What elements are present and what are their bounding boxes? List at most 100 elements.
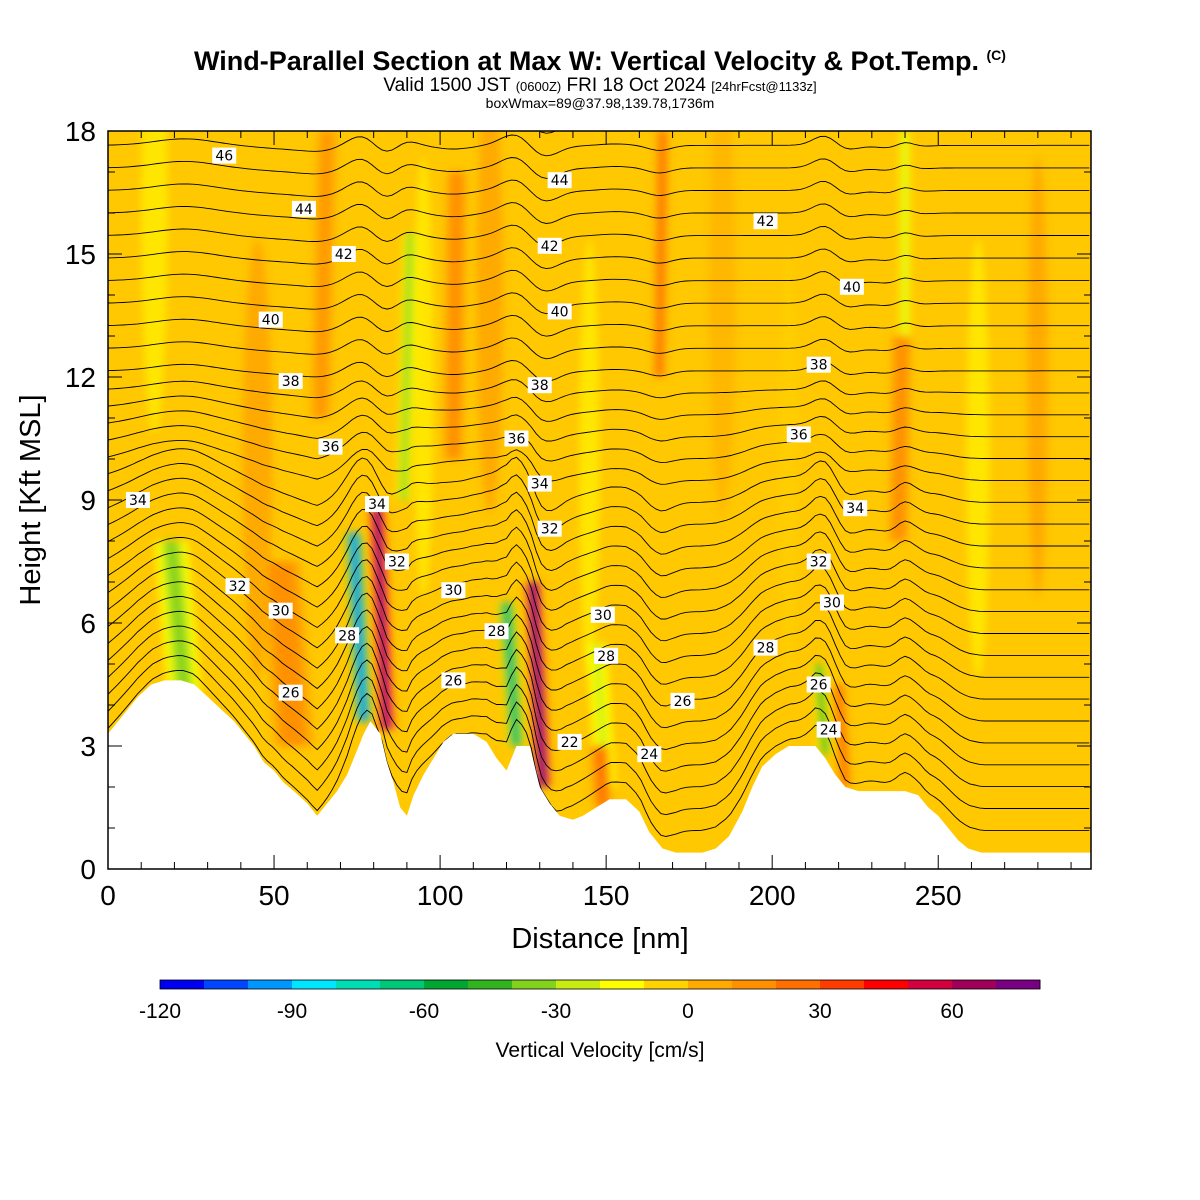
colorbar-swatch [160, 980, 205, 989]
contour-label: 26 [441, 672, 466, 689]
chart-title-text: Wind-Parallel Section at Max W: Vertical… [194, 46, 979, 76]
contour-label: 34 [527, 475, 552, 493]
valid-utc: (0600Z) [515, 79, 562, 94]
velocity-streak [894, 336, 906, 541]
contour-label: 28 [594, 647, 619, 665]
svg-text:30: 30 [594, 608, 612, 624]
contour-label: 28 [484, 623, 509, 640]
contour-label: 36 [786, 426, 811, 443]
svg-text:26: 26 [674, 694, 692, 710]
theta-contour-line [108, 360, 1090, 382]
y-axis-title: Height [Kft MSL] [15, 394, 47, 605]
contour-label: 26 [670, 692, 695, 710]
svg-text:28: 28 [597, 649, 615, 665]
x-tick-label: 100 [417, 880, 464, 911]
terrain-mask [108, 680, 1091, 869]
velocity-band [966, 239, 990, 679]
contour-label: 42 [753, 213, 778, 230]
theta-contour-line [538, 131, 557, 134]
svg-text:32: 32 [229, 579, 247, 595]
svg-text:44: 44 [551, 173, 569, 189]
contour-label: 46 [212, 147, 237, 165]
theta-contour-line [108, 224, 1090, 247]
velocity-streak [903, 131, 907, 336]
theta-contour-line [108, 463, 1090, 533]
colorbar: -120 -90 -60 -30 0 30 60 [139, 979, 1041, 1023]
contour-label: 38 [806, 356, 831, 374]
svg-text:34: 34 [368, 497, 386, 513]
theta-contour-line [108, 439, 1090, 485]
svg-text:38: 38 [810, 358, 828, 374]
svg-text:36: 36 [508, 432, 526, 448]
theta-contour-line [108, 448, 1090, 512]
colorbar-swatch [820, 980, 865, 989]
svg-text:38: 38 [531, 378, 549, 394]
valid-prefix: Valid 1500 JST [383, 75, 511, 96]
chart-title: Wind-Parallel Section at Max W: Vertical… [0, 40, 1200, 76]
svg-text:36: 36 [322, 440, 340, 456]
colorbar-swatch [732, 980, 777, 989]
y-tick-label: 0 [80, 854, 96, 885]
svg-text:26: 26 [282, 686, 300, 702]
theta-contour-line [108, 610, 1090, 750]
svg-text:28: 28 [338, 628, 356, 644]
y-tick-label: 3 [80, 731, 96, 762]
contour-label: 24 [637, 746, 662, 763]
velocity-streak [165, 541, 191, 693]
svg-text:36: 36 [790, 427, 808, 443]
contour-label: 32 [537, 520, 562, 538]
colorbar-swatch [468, 980, 513, 989]
colorbar-swatch [864, 980, 909, 989]
contour-label: 36 [504, 430, 529, 448]
velocity-band [778, 239, 799, 679]
colorbar-swatch [908, 980, 953, 989]
colorbar-swatch [424, 980, 469, 989]
theta-contour-line [108, 640, 1090, 794]
copyright-tag: (C) [986, 47, 1006, 63]
contour-label: 24 [816, 721, 841, 739]
velocity-streak [350, 532, 367, 722]
y-tick-label: 6 [80, 608, 96, 639]
colorbar-swatch [336, 980, 381, 989]
svg-text:30: 30 [444, 583, 462, 599]
theta-contour-line [108, 395, 1090, 422]
svg-text:32: 32 [541, 522, 559, 538]
svg-text:34: 34 [531, 477, 549, 493]
contour-label: 28 [335, 627, 360, 644]
theta-contour-line [108, 379, 1090, 403]
theta-contour-line [108, 134, 1090, 157]
y-tick-label: 12 [65, 362, 96, 393]
valid-time-line: Valid 1500 JST (0600Z) FRI 18 Oct 2024 [… [0, 76, 1200, 96]
velocity-streak [596, 746, 607, 808]
svg-text:34: 34 [846, 501, 864, 517]
svg-text:24: 24 [820, 723, 838, 739]
theta-contour-line [108, 655, 1090, 816]
colorbar-swatch [776, 980, 821, 989]
colorbar-swatch [996, 980, 1041, 989]
theta-contour-line [108, 292, 1090, 315]
theta-contour-line [108, 492, 1090, 577]
velocity-band [476, 131, 504, 515]
contour-label: 36 [318, 438, 343, 456]
forecast-info: [24hrFcst@1133z] [711, 79, 817, 94]
colorbar-tick-label: -90 [277, 1000, 307, 1023]
contour-label: 32 [806, 553, 831, 571]
x-tick-label: 50 [258, 880, 289, 911]
valid-date: FRI 18 Oct 2024 [566, 75, 706, 96]
svg-text:38: 38 [282, 374, 300, 390]
theta-contour-line [108, 179, 1090, 202]
theta-contours [108, 131, 1090, 837]
contour-label: 30 [819, 594, 844, 612]
svg-text:22: 22 [561, 735, 579, 751]
contour-label: 32 [225, 578, 250, 595]
x-axis-title: Distance [nm] [511, 923, 688, 955]
theta-contour-line [108, 625, 1090, 772]
colorbar-swatch [380, 980, 425, 989]
plot-area: 46 44 42 40 38 36 34 34 32 32 30 30 28 28 26 26 44 42 40 38… [108, 131, 1091, 869]
contour-label: 30 [590, 606, 615, 624]
svg-text:24: 24 [640, 747, 658, 763]
theta-contour-line [108, 596, 1090, 729]
x-tick-label: 0 [100, 880, 116, 911]
theta-contour-line [108, 477, 1090, 555]
